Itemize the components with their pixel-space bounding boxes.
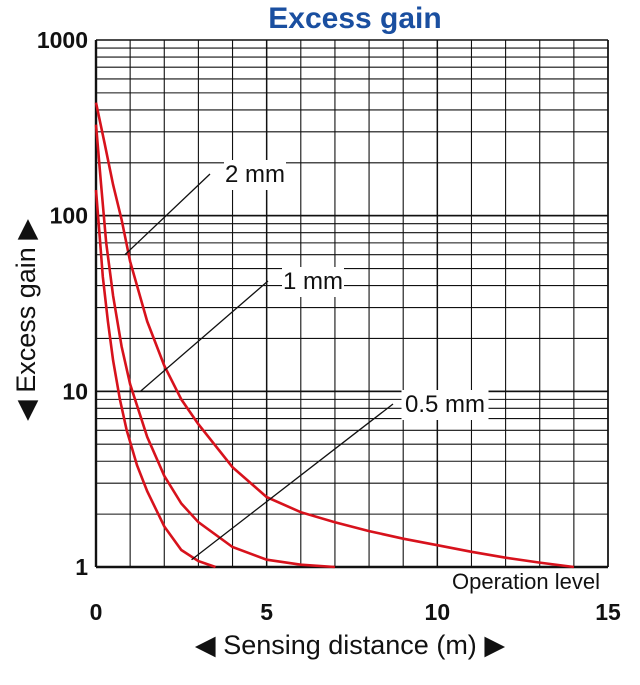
callout-leader-0-5-mm — [191, 403, 394, 561]
x-axis-arrow-left: ◀ — [195, 630, 223, 660]
y-axis-arrow-down: ◀ — [11, 393, 41, 421]
callout-leader-2-mm — [124, 173, 211, 256]
x-tick-label: 5 — [260, 599, 273, 625]
series-label-1-mm: 1 mm — [283, 268, 343, 295]
x-axis-arrow-right: ▶ — [477, 630, 506, 660]
y-axis-label: ◀ Excess gain ▶ — [11, 219, 41, 421]
x-tick-label: 10 — [425, 599, 451, 625]
y-tick-label: 100 — [50, 203, 88, 229]
operation-level-label: Operation level — [452, 569, 600, 594]
series-label-0-5-mm: 0.5 mm — [405, 391, 485, 418]
chart-title: Excess gain — [268, 2, 441, 35]
x-axis-label: ◀ Sensing distance (m) ▶ — [195, 630, 505, 660]
callout-box-2-mm — [224, 160, 286, 190]
series-line-0-5-mm — [94, 189, 216, 569]
y-tick-label: 10 — [62, 378, 88, 404]
series-lines — [94, 102, 575, 569]
callout-box-1-mm — [282, 267, 344, 297]
x-axis-title: Sensing distance (m) — [223, 630, 477, 660]
operation-level-label-bg — [448, 570, 604, 593]
x-tick-label: 15 — [595, 599, 621, 625]
tick-labels: 0 5 10 15 1 10 100 1000 — [37, 27, 621, 625]
callout-leader-1-mm — [139, 280, 269, 392]
y-tick-label: 1000 — [37, 27, 88, 53]
svg-text:◀ Excess gain ▶: ◀ Excess gain ▶ — [11, 219, 41, 421]
y-axis-title: Excess gain — [11, 247, 41, 393]
y-tick-label: 1 — [75, 554, 88, 580]
series-label-2-mm: 2 mm — [225, 161, 285, 188]
callout-box-0-5-mm — [401, 390, 489, 420]
y-axis-arrow-up: ▶ — [11, 219, 41, 248]
x-tick-label: 0 — [90, 599, 103, 625]
grid — [94, 39, 609, 569]
series-line-1-mm — [94, 124, 335, 569]
series-line-2-mm — [94, 102, 575, 569]
series-callouts: 0.5 mm 1 mm 2 mm — [124, 160, 489, 561]
